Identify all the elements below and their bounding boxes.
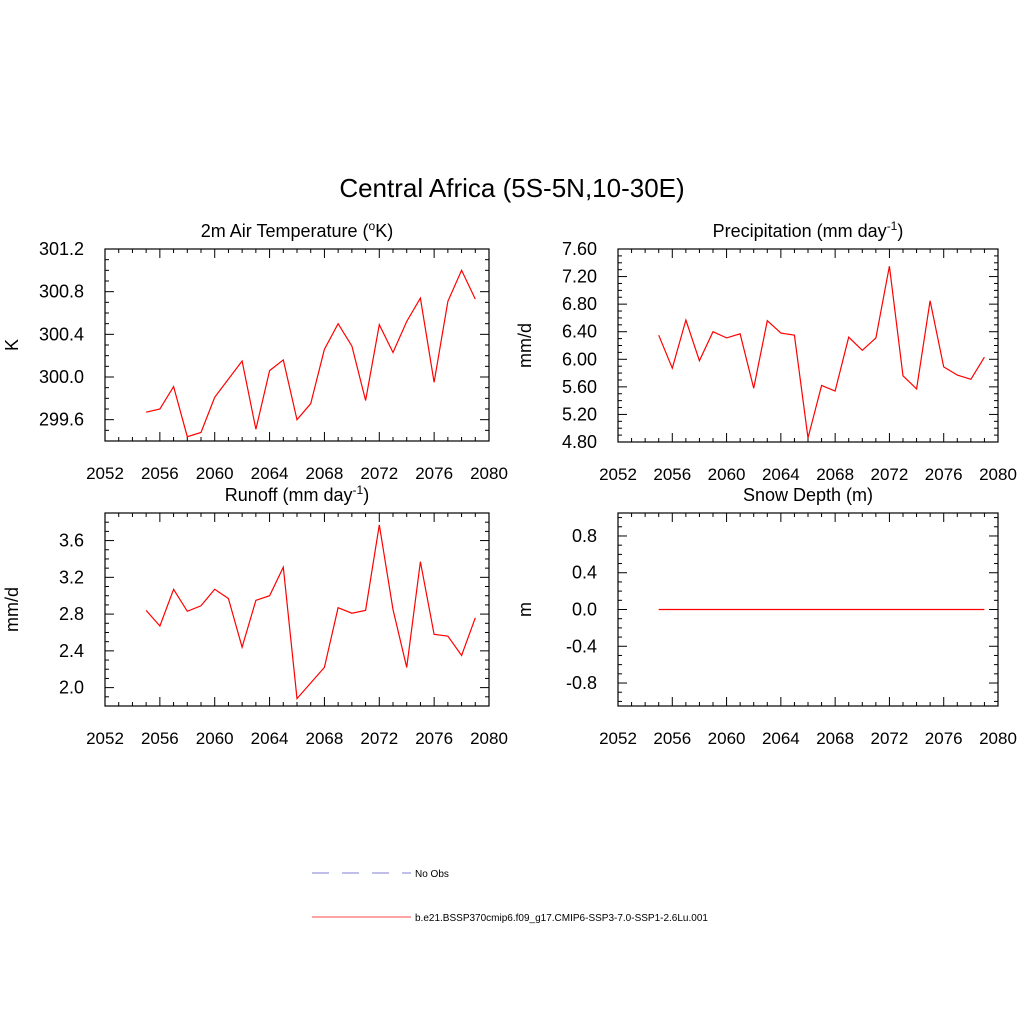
x-tick-label: 2052 <box>599 729 637 748</box>
y-tick-label: 4.80 <box>562 432 597 452</box>
y-tick-label: 6.00 <box>562 349 597 369</box>
y-tick-label: 7.20 <box>562 267 597 287</box>
y-tick-label: 300.0 <box>39 367 84 387</box>
x-tick-label: 2064 <box>251 729 289 748</box>
x-tick-label: 2076 <box>415 729 453 748</box>
series-line <box>658 266 985 439</box>
x-tick-label: 2068 <box>306 464 344 483</box>
panel-title: 2m Air Temperature (oK) <box>201 219 393 241</box>
x-tick-label: 2060 <box>708 729 746 748</box>
y-tick-label: 6.80 <box>562 294 597 314</box>
y-tick-label: 0.0 <box>572 600 597 620</box>
y-tick-label: 2.8 <box>59 604 84 624</box>
x-tick-label: 2068 <box>816 729 854 748</box>
y-tick-label: 5.20 <box>562 404 597 424</box>
panel-title: Snow Depth (m) <box>743 485 873 505</box>
plot-frame <box>617 248 999 443</box>
y-axis-label: m <box>515 602 535 617</box>
x-tick-label: 2056 <box>141 464 179 483</box>
x-tick-label: 2064 <box>251 464 289 483</box>
legend-label: No Obs <box>415 869 449 880</box>
y-tick-label: 3.6 <box>59 531 84 551</box>
x-tick-label: 2080 <box>470 464 508 483</box>
x-tick-label: 2064 <box>762 729 800 748</box>
x-tick-label: 2080 <box>470 729 508 748</box>
chart-panel-2: Precipitation (mm day-1) mm/d 2052 2056 2060… <box>515 219 1017 484</box>
x-tick-label: 2076 <box>415 464 453 483</box>
x-tick-label: 2060 <box>196 729 234 748</box>
y-tick-label: 2.0 <box>59 678 84 698</box>
y-tick-label: 7.60 <box>562 239 597 259</box>
y-tick-label: 0.4 <box>572 563 597 583</box>
x-tick-label: 2056 <box>653 729 691 748</box>
y-tick-label: 6.40 <box>562 322 597 342</box>
x-tick-label: 2072 <box>871 729 909 748</box>
x-tick-label: 2068 <box>306 729 344 748</box>
y-tick-label: 301.2 <box>39 239 84 259</box>
x-tick-label: 2080 <box>979 729 1017 748</box>
x-tick-label: 2072 <box>360 729 398 748</box>
x-tick-label: 2052 <box>599 465 637 484</box>
figure-title: Central Africa (5S-5N,10-30E) <box>339 173 684 203</box>
panel-title: Runoff (mm day-1) <box>225 483 369 505</box>
x-tick-label: 2072 <box>871 465 909 484</box>
x-tick-label: 2076 <box>925 465 963 484</box>
y-tick-label: 2.4 <box>59 641 84 661</box>
chart-panels: 2m Air Temperature (oK) K 2052 2056 2060 2064… <box>2 219 1017 748</box>
y-tick-label: 300.4 <box>39 324 84 344</box>
y-axis-label: K <box>2 339 22 351</box>
plot-frame <box>104 512 490 707</box>
y-tick-label: 300.8 <box>39 282 84 302</box>
y-tick-label: -0.4 <box>566 636 597 656</box>
chart-panel-1: 2m Air Temperature (oK) K 2052 2056 2060 2064… <box>2 219 508 483</box>
x-tick-label: 2056 <box>653 465 691 484</box>
legend-label: b.e21.BSSP370cmip6.f09_g17.CMIP6-SSP3-7.… <box>415 913 708 924</box>
chart-panel-4: Snow Depth (m) m 2052 2056 2060 2064 2068 2072 2… <box>515 485 1017 748</box>
x-tick-label: 2052 <box>86 729 124 748</box>
x-tick-label: 2060 <box>196 464 234 483</box>
y-tick-label: 0.8 <box>572 526 597 546</box>
y-axis-label: mm/d <box>2 587 22 632</box>
x-tick-label: 2064 <box>762 465 800 484</box>
x-tick-label: 2068 <box>816 465 854 484</box>
x-tick-label: 2076 <box>925 729 963 748</box>
legend: No Obs b.e21.BSSP370cmip6.f09_g17.CMIP6-S… <box>312 869 708 924</box>
x-tick-label: 2072 <box>360 464 398 483</box>
panel-title: Precipitation (mm day-1) <box>713 219 904 241</box>
series-line <box>145 524 476 701</box>
y-tick-label: 3.2 <box>59 567 84 587</box>
x-tick-label: 2052 <box>86 464 124 483</box>
chart-panel-3: Runoff (mm day-1) mm/d 2052 2056 2060 2064 206… <box>2 483 508 748</box>
x-tick-label: 2060 <box>708 465 746 484</box>
plot-frame <box>104 248 490 442</box>
series-line <box>145 268 476 438</box>
y-tick-label: 299.6 <box>39 410 84 430</box>
y-axis-label: mm/d <box>515 323 535 368</box>
y-tick-label: 5.60 <box>562 377 597 397</box>
y-tick-label: -0.8 <box>566 673 597 693</box>
x-tick-label: 2080 <box>979 465 1017 484</box>
x-tick-label: 2056 <box>141 729 179 748</box>
